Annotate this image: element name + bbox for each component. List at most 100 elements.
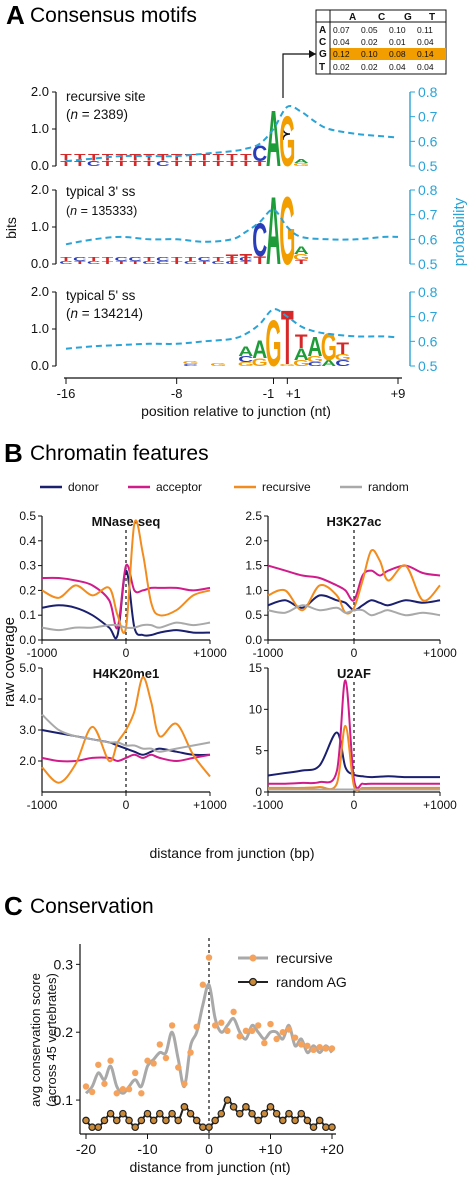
panel-c-title: Conservation xyxy=(30,895,154,918)
bits-tick-label: 0.0 xyxy=(31,358,49,373)
data-point-random-ag xyxy=(119,1109,127,1118)
data-point-recursive xyxy=(107,1057,114,1064)
table-cell: 0.02 xyxy=(333,62,350,72)
probability-tick-label: 0.6 xyxy=(418,133,438,149)
panel-a-x-ticks: -16 -8 -1 +1 +9 xyxy=(57,378,405,401)
table-cell: 0.14 xyxy=(417,49,434,59)
logo-letter-t: T xyxy=(199,160,211,168)
logo-letter-a: A xyxy=(294,244,309,257)
y-tick-label: 0.5 xyxy=(19,509,36,523)
motif-label: typical 3' ss xyxy=(66,184,136,199)
logo-letter-t: T xyxy=(102,160,114,168)
legend-label: acceptor xyxy=(156,480,202,494)
table-header-c: C xyxy=(378,12,385,23)
logo-letter-t: T xyxy=(253,160,266,168)
logo-letter-g: G xyxy=(293,359,309,368)
legend-label: recursive xyxy=(262,480,311,494)
y-tick-label: 0.4 xyxy=(19,534,36,548)
logo-letter-t: T xyxy=(239,251,252,268)
data-point-random-ag xyxy=(291,1116,299,1125)
data-point-recursive xyxy=(101,1080,108,1087)
probability-line xyxy=(65,308,399,350)
logo-letter-g: G xyxy=(293,162,309,167)
logo-letter-a: A xyxy=(238,343,253,359)
logo-letter-a: A xyxy=(294,158,309,164)
data-point-random-ag xyxy=(211,1116,219,1125)
x-tick-label: 0 xyxy=(205,1141,213,1157)
data-point-random-ag xyxy=(297,1109,306,1118)
x-tick-label: -1000 xyxy=(27,646,58,660)
probability-tick-label: 0.7 xyxy=(418,109,438,125)
data-point-random-ag xyxy=(100,1116,109,1125)
logo-letter-g: G xyxy=(335,353,351,362)
logo-letter-t: T xyxy=(143,256,155,262)
y-tick-label: 2.5 xyxy=(245,509,262,523)
logo-letter-a: A xyxy=(321,359,336,368)
logo-letter-c: C xyxy=(252,141,267,166)
data-point-recursive xyxy=(175,1064,182,1071)
data-point-recursive xyxy=(316,1043,323,1051)
x-tick-label: +10 xyxy=(259,1141,283,1157)
data-point-recursive xyxy=(168,1022,176,1029)
y-tick-label: 0.0 xyxy=(19,633,36,647)
probability-tick-label: 0.8 xyxy=(418,284,438,300)
legend-marker xyxy=(248,977,258,987)
logo-letter-c: C xyxy=(239,256,253,262)
logo-letter-t: T xyxy=(281,294,294,380)
data-point-random-ag xyxy=(168,1109,176,1118)
logo-letter-c: C xyxy=(335,359,350,368)
panel-b-x-label: distance from junction (bp) xyxy=(150,845,315,861)
table-cell: 0.07 xyxy=(333,25,350,35)
x-tick-label: -1000 xyxy=(27,798,58,812)
data-point-recursive xyxy=(261,1039,268,1047)
bits-tick-label: 0.0 xyxy=(31,256,49,271)
logo-letter-t: T xyxy=(116,153,127,163)
logo-letter-t: T xyxy=(295,259,309,265)
data-point-recursive xyxy=(119,1086,127,1093)
logo-letter-g: G xyxy=(210,362,226,367)
data-point-random-ag xyxy=(199,1123,207,1132)
data-point-random-ag xyxy=(88,1123,96,1132)
logo-letter-g: G xyxy=(293,253,309,262)
logo-letter-c: C xyxy=(225,260,239,265)
logo-letter-c: C xyxy=(238,355,253,364)
data-point-random-ag xyxy=(106,1109,115,1118)
panel-a-y-label: bits xyxy=(3,217,19,239)
logo-letter-t: T xyxy=(74,160,86,168)
y-tick-label: 0.1 xyxy=(19,608,36,622)
logo-letter-t: T xyxy=(212,256,224,262)
x-tick-label: +1000 xyxy=(423,798,457,812)
y-tick-label: 2.0 xyxy=(245,534,262,548)
table-cell: 0.04 xyxy=(417,37,434,47)
data-point-recursive xyxy=(285,1026,293,1033)
data-point-random-ag xyxy=(242,1103,250,1111)
data-point-recursive xyxy=(205,954,213,961)
logo-letter-t: T xyxy=(185,256,197,262)
data-point-recursive xyxy=(181,1080,188,1087)
logo-letter-t: T xyxy=(74,260,86,265)
y-tick-label: 0.0 xyxy=(245,633,262,647)
position-bracket xyxy=(282,127,291,141)
probability-tick-label: 0.5 xyxy=(418,158,438,174)
logo-letter-g: G xyxy=(279,102,295,182)
motif-n-label: (n = 2389) xyxy=(66,107,128,122)
logo-letter-g: G xyxy=(321,325,337,369)
table-cell: 0.04 xyxy=(333,37,350,47)
legend-label: random xyxy=(368,480,409,494)
data-point-random-ag xyxy=(309,1123,318,1132)
y-tick-label: 0.1 xyxy=(54,1092,74,1108)
series-line-recursive xyxy=(41,676,211,784)
table-cell: 0.10 xyxy=(361,49,378,59)
series-line-donor xyxy=(267,594,441,612)
logo-letter-g: G xyxy=(279,177,295,285)
logo-letter-t: T xyxy=(212,153,223,163)
logo-letter-t: T xyxy=(60,256,72,262)
y-tick-label: 3.0 xyxy=(19,723,36,737)
data-point-recursive xyxy=(255,1022,262,1029)
table-header-t: T xyxy=(429,12,435,23)
y-tick-label: 0 xyxy=(255,785,262,799)
data-point-recursive xyxy=(162,1054,170,1062)
x-tick-label: -1 xyxy=(263,386,275,401)
data-point-recursive xyxy=(125,1086,133,1093)
